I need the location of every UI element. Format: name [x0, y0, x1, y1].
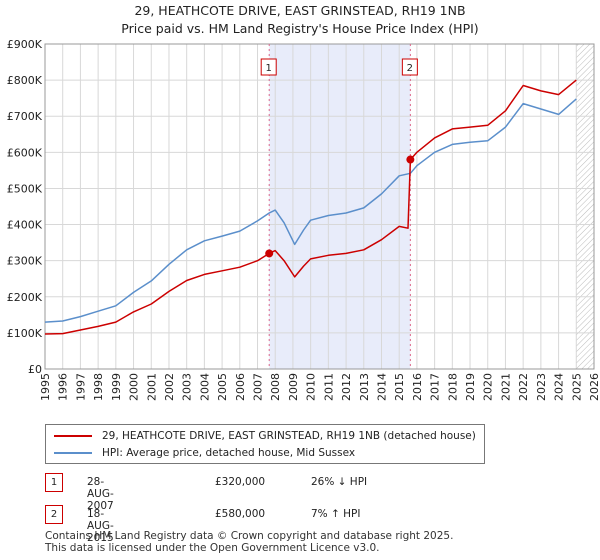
- x-tick-label: 2012: [340, 373, 353, 401]
- x-tick-label: 2009: [287, 373, 300, 401]
- x-tick-label: 2021: [499, 373, 512, 401]
- sale-marker-label: 2: [407, 63, 413, 74]
- x-tick-label: 2007: [252, 373, 265, 401]
- sale-marker-label: 1: [266, 63, 272, 74]
- x-tick-label: 2015: [393, 373, 406, 401]
- legend-label-hpi: HPI: Average price, detached house, Mid …: [102, 447, 356, 459]
- sale-marker-box: [260, 58, 277, 76]
- chart-title: 29, HEATHCOTE DRIVE, EAST GRINSTEAD, RH1…: [134, 3, 466, 18]
- sale-date-1: 28-AUG-2007: [87, 476, 114, 512]
- y-tick-label: £100K: [7, 327, 43, 340]
- footer-copyright: Contains HM Land Registry data © Crown c…: [45, 530, 454, 542]
- legend-swatch-property: [54, 435, 92, 437]
- sale-hpi-1: 26% ↓ HPI: [311, 476, 368, 488]
- x-tick-label: 1995: [39, 373, 52, 401]
- series-line-hpi: [44, 98, 577, 323]
- y-tick-label: £900K: [7, 38, 43, 51]
- y-tick-label: £0: [28, 363, 42, 376]
- sale-marker-box: [401, 58, 418, 76]
- legend-label-property: 29, HEATHCOTE DRIVE, EAST GRINSTEAD, RH1…: [102, 430, 476, 442]
- sale-price-1: £320,000: [215, 476, 266, 488]
- x-tick-label: 2001: [145, 373, 158, 401]
- y-tick-label: £800K: [7, 74, 43, 87]
- x-tick-label: 2019: [464, 373, 477, 401]
- legend-item-hpi: HPI: Average price, detached house, Mid …: [54, 445, 355, 461]
- legend-swatch-hpi: [54, 452, 92, 454]
- x-tick-label: 2006: [234, 373, 247, 401]
- x-tick-label: 2011: [322, 373, 335, 401]
- footer-licence: This data is licensed under the Open Gov…: [45, 542, 380, 554]
- y-tick-label: £200K: [7, 291, 43, 304]
- x-tick-label: 2024: [553, 373, 566, 401]
- x-tick-label: 2017: [429, 373, 442, 401]
- x-tick-label: 1997: [74, 373, 87, 401]
- x-tick-label: 2022: [517, 373, 530, 401]
- sale-date-2: 18-AUG-2015: [87, 508, 114, 544]
- sale-hpi-2: 7% ↑ HPI: [311, 508, 361, 520]
- y-tick-label: £600K: [7, 146, 43, 159]
- x-tick-label: 2000: [128, 373, 141, 401]
- x-tick-label: 2023: [535, 373, 548, 401]
- y-tick-label: £300K: [7, 255, 43, 268]
- legend-item-property: 29, HEATHCOTE DRIVE, EAST GRINSTEAD, RH1…: [54, 428, 476, 444]
- x-tick-label: 2004: [198, 373, 211, 401]
- x-tick-label: 2018: [446, 373, 459, 401]
- sale-point: [406, 155, 415, 164]
- x-tick-label: 1999: [110, 373, 123, 401]
- x-tick-label: 2014: [375, 373, 388, 401]
- plot-frame: [44, 43, 595, 370]
- sale-badge-1: 1: [45, 473, 63, 492]
- x-tick-label: 2003: [181, 373, 194, 401]
- y-tick-label: £700K: [7, 110, 43, 123]
- y-tick-label: £400K: [7, 219, 43, 232]
- x-tick-label: 2013: [358, 373, 371, 401]
- price-chart: £0 £100K £200K £300K £400K £500K £600K £700K £80…: [7, 38, 600, 401]
- legend: 29, HEATHCOTE DRIVE, EAST GRINSTEAD, RH1…: [45, 424, 485, 464]
- y-tick-label: £500K: [7, 182, 43, 195]
- x-tick-label: 2020: [482, 373, 495, 401]
- x-tick-label: 2005: [216, 373, 229, 401]
- future-hatch: [576, 44, 594, 369]
- chart-subtitle: Price paid vs. HM Land Registry's House …: [121, 21, 479, 36]
- shaded-period: [269, 44, 411, 369]
- x-tick-label: 2002: [163, 373, 176, 401]
- sale-badge-2: 2: [45, 505, 63, 524]
- series-line-property: [44, 79, 577, 335]
- x-tick-label: 2008: [269, 373, 282, 401]
- x-tick-label: 1998: [92, 373, 105, 401]
- sale-price-2: £580,000: [215, 508, 266, 520]
- x-tick-label: 2026: [588, 373, 600, 401]
- sale-point: [265, 249, 274, 258]
- x-tick-label: 2010: [305, 373, 318, 401]
- x-tick-label: 2016: [411, 373, 424, 401]
- x-tick-label: 1996: [57, 373, 70, 401]
- x-tick-label: 2025: [570, 373, 583, 401]
